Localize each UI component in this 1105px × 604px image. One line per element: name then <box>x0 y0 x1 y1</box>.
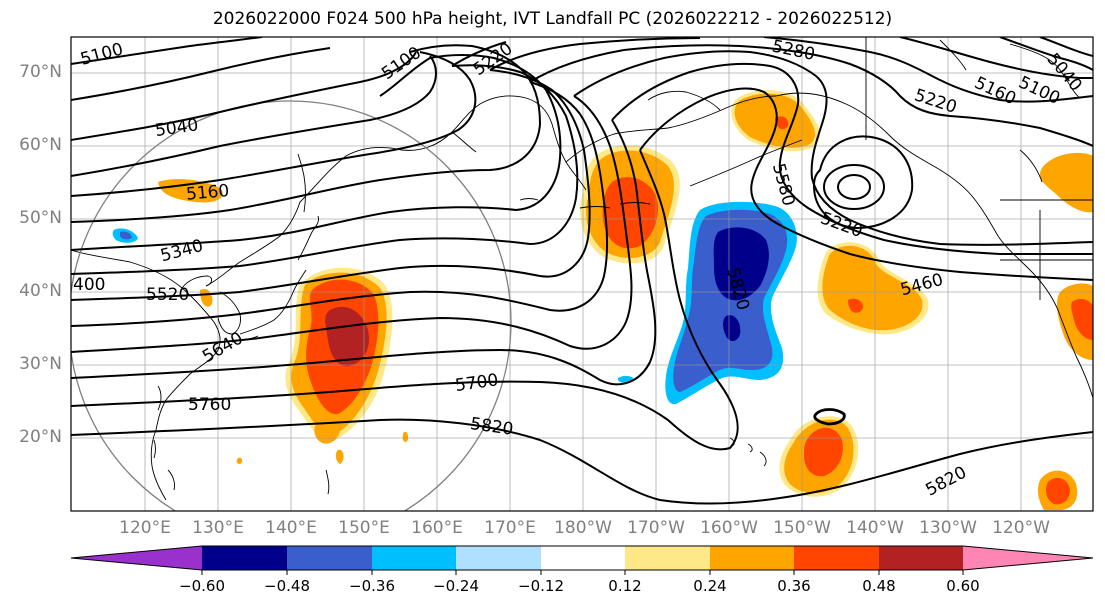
lon-label: 140°W <box>846 518 904 538</box>
colorbar-extend-left <box>71 546 202 570</box>
contour-label: 400 <box>73 275 105 295</box>
colorbar-tick-label: 0.36 <box>777 577 811 595</box>
colorbar-bin <box>287 546 372 570</box>
lon-label: 120°E <box>119 518 171 538</box>
colorbar-tick-label: −0.48 <box>264 577 310 595</box>
colorbar-tick-label: 0.12 <box>608 577 642 595</box>
lon-label: 150°E <box>338 518 390 538</box>
colorbar-bin <box>456 546 541 570</box>
lon-label: 120°W <box>992 518 1050 538</box>
ivt-positive-area <box>1039 152 1093 213</box>
lon-label: 180°W <box>554 518 612 538</box>
lon-label: 150°W <box>773 518 831 538</box>
ivt-positive-area <box>1071 299 1093 340</box>
map-title: 2026022000 F024 500 hPa height, IVT Land… <box>212 9 893 29</box>
colorbar-tick-label: 0.60 <box>946 577 980 595</box>
contour-label: 5760 <box>188 395 231 415</box>
lat-label: 70°N <box>19 62 62 82</box>
ivt-negative-area <box>120 231 132 240</box>
colorbar-tick-label: −0.12 <box>518 577 564 595</box>
colorbar-bin <box>879 546 963 570</box>
lat-label: 50°N <box>19 208 62 228</box>
map-plot-area: 5100 5100 5220 5280 5220 5160 5100 5040 … <box>71 37 1093 511</box>
colorbar-tick-label: −0.60 <box>179 577 225 595</box>
ivt-positive-area <box>822 245 923 331</box>
colorbar-bin <box>202 546 287 570</box>
region-circle <box>71 100 512 511</box>
colorbar-tick-label: −0.24 <box>433 577 479 595</box>
colorbar-bin <box>794 546 879 570</box>
ivt-positive-area <box>158 179 223 203</box>
ivt-negative-area <box>723 315 741 342</box>
ivt-shading <box>112 90 1093 510</box>
colorbar-tick-label: 0.24 <box>693 577 727 595</box>
ivt-positive-area <box>734 93 816 148</box>
colorbar-bin <box>710 546 794 570</box>
ivt-positive-area <box>775 116 789 130</box>
colorbar-tick-label: 0.48 <box>862 577 896 595</box>
lon-label: 170°W <box>627 518 685 538</box>
ivt-positive-area <box>1046 477 1070 505</box>
colorbar-bin <box>372 546 456 570</box>
ivt-positive-area <box>804 427 843 477</box>
lat-label: 30°N <box>19 354 62 374</box>
lon-label: 160°W <box>700 518 758 538</box>
colorbar-tick-label: −0.36 <box>349 577 395 595</box>
colorbar-bin <box>625 546 710 570</box>
ivt-negative-area <box>713 227 769 301</box>
lat-label: 40°N <box>19 281 62 301</box>
lat-label: 20°N <box>19 427 62 447</box>
ivt-positive-area <box>602 177 659 249</box>
lat-label: 60°N <box>19 135 62 155</box>
ivt-positive-area <box>848 298 863 313</box>
ivt-positive-area <box>402 431 409 442</box>
lon-label: 160°E <box>411 518 463 538</box>
ivt-positive-area <box>325 306 370 367</box>
height-contours <box>71 37 1093 505</box>
colorbar-bin <box>541 546 625 570</box>
map-frame <box>70 36 1094 512</box>
lon-label: 140°E <box>265 518 317 538</box>
contour-label: 5160 <box>185 181 230 205</box>
ivt-positive-area <box>236 457 243 464</box>
lon-label: 170°E <box>484 518 536 538</box>
lon-label: 130°E <box>192 518 244 538</box>
contour-label: 5520 <box>146 285 189 305</box>
ivt-positive-area <box>335 449 344 464</box>
colorbar <box>70 545 1094 575</box>
lon-label: 130°W <box>919 518 977 538</box>
colorbar-extend-right <box>963 546 1093 570</box>
